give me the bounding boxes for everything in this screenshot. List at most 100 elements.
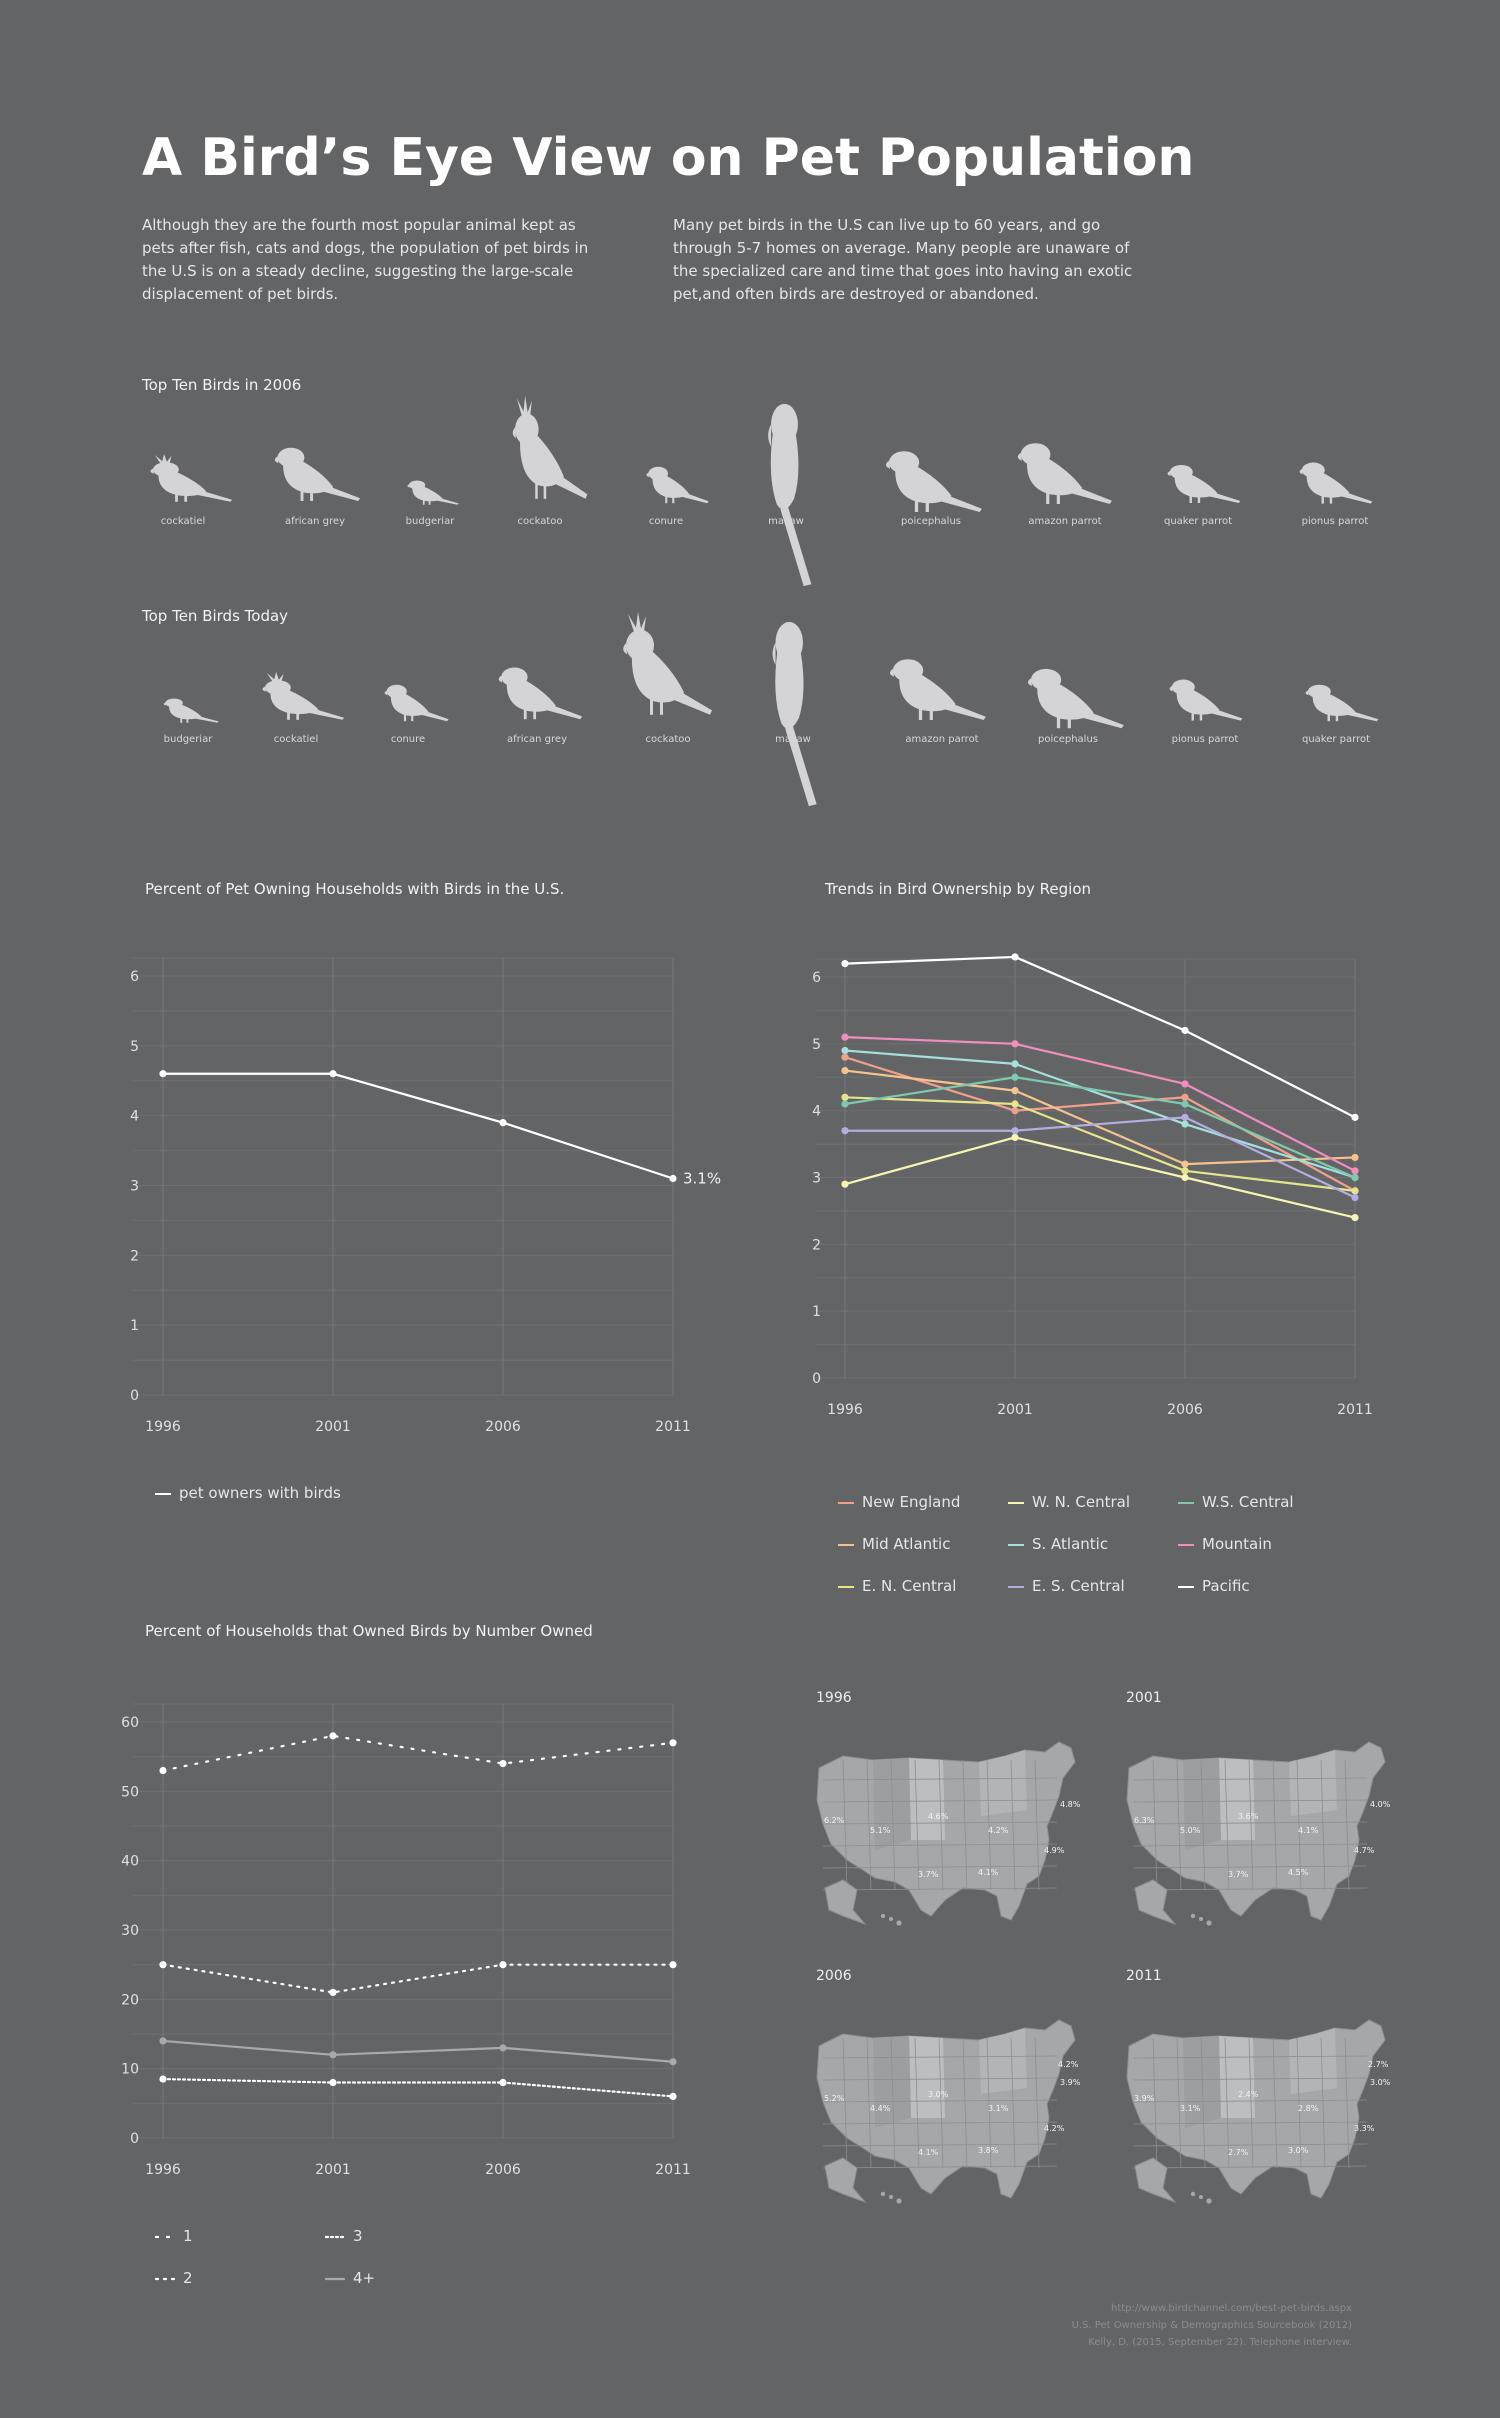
x-tick-label: 2001 (997, 1402, 1033, 1418)
map-region-label: 3.1% (988, 2104, 1009, 2113)
y-tick-label: 0 (130, 1388, 139, 1404)
us-map-shape (1126, 1741, 1386, 1926)
series-line (161, 2039, 675, 2063)
map-region-label: 5.2% (824, 2094, 845, 2103)
series-line (843, 955, 1357, 1119)
source-line: Kelly, D. (2015, September 22). Telephon… (1088, 2337, 1352, 2348)
map-region-label: 4.2% (1044, 2124, 1065, 2133)
data-point (1181, 1100, 1189, 1108)
data-point (1181, 1173, 1189, 1182)
legend-label: pet owners with birds (179, 1484, 341, 1502)
y-tick-label: 4 (812, 1104, 821, 1120)
map-region-label: 3.9% (1060, 2078, 1081, 2087)
legend-label: Mid Atlantic (862, 1535, 951, 1553)
y-tick-label: 6 (812, 970, 821, 986)
top-today-title: Top Ten Birds Today (142, 607, 289, 625)
x-tick-label: 2006 (1167, 1402, 1203, 1418)
data-point (1011, 1133, 1019, 1141)
bird-label: amazon parrot (905, 734, 979, 745)
legend-item: W.S. Central (1178, 1493, 1294, 1511)
data-point (1181, 1026, 1189, 1035)
y-tick-label: 5 (130, 1039, 139, 1055)
map-region-label: 6.2% (824, 1816, 845, 1825)
map-region-label: 4.1% (1298, 1826, 1319, 1835)
legend-item: E. S. Central (1008, 1577, 1125, 1595)
bird-label: amazon parrot (1028, 516, 1102, 527)
us-map-shape (816, 1741, 1076, 1926)
legend-swatch (1008, 1543, 1024, 1546)
map-region-label: 4.0% (1370, 1800, 1391, 1809)
macaw-icon (752, 620, 850, 808)
map-region-label: 4.4% (870, 2104, 891, 2113)
y-tick-label: 2 (130, 1248, 139, 1264)
data-point (329, 2051, 337, 2059)
map-region-label: 5.0% (1180, 1826, 1201, 1835)
legend-item: W. N. Central (1008, 1493, 1130, 1511)
data-point (1011, 1087, 1019, 1095)
map-region-label: 3.1% (1180, 2104, 1201, 2113)
x-tick-label: 2011 (1337, 1402, 1373, 1418)
quaker-parrot-icon (1160, 458, 1242, 508)
y-tick-label: 3 (812, 1171, 821, 1187)
map-year-label: 2006 (816, 1968, 852, 1984)
bird-label: cockatiel (160, 516, 206, 527)
data-point (1011, 1060, 1019, 1068)
series-line (161, 1963, 675, 1994)
data-point (841, 1066, 849, 1075)
us-map-shape (816, 2019, 1076, 2204)
amazon-parrot-icon (1008, 432, 1114, 512)
conure-icon (378, 678, 450, 726)
data-point (841, 960, 849, 968)
top-2006-title: Top Ten Birds in 2006 (142, 376, 302, 394)
intro-right-text: Many pet birds in the U.S can live up to… (673, 216, 1133, 303)
legend-swatch (324, 2235, 346, 2238)
data-point (1011, 1100, 1019, 1108)
data-point (1011, 1073, 1019, 1081)
chart-grid (133, 1703, 674, 2139)
data-point (1181, 1160, 1189, 1168)
data-point (669, 1961, 677, 1969)
series-line (843, 1096, 1357, 1192)
data-point (159, 2075, 167, 2083)
legend-item: S. Atlantic (1008, 1535, 1108, 1553)
legend-label: W. N. Central (1032, 1493, 1131, 1511)
map-region-label: 3.0% (1370, 2078, 1391, 2087)
series-line (843, 1049, 1357, 1179)
data-point (1351, 1214, 1359, 1222)
map-region-label: 3.7% (1228, 1870, 1249, 1879)
series-line (843, 1116, 1357, 1199)
data-point (329, 1732, 337, 1740)
cockatoo-icon (614, 611, 714, 726)
y-tick-label: 1 (130, 1318, 139, 1334)
legend-swatch (838, 1585, 854, 1588)
data-point (669, 1174, 677, 1183)
map-year-label: 2001 (1126, 1690, 1162, 1706)
bird-label: cockatoo (645, 734, 691, 745)
data-point (1351, 1187, 1359, 1195)
african-grey-icon (266, 438, 362, 508)
chart3-title: Percent of Households that Owned Birds b… (145, 1622, 593, 1640)
y-tick-label: 0 (812, 1371, 821, 1387)
series-line (843, 1036, 1357, 1172)
data-point (499, 1119, 507, 1127)
data-point (841, 1053, 849, 1061)
map-region-label: 3.0% (928, 2090, 949, 2099)
legend-label: S. Atlantic (1032, 1535, 1109, 1553)
data-point (1351, 1173, 1359, 1182)
y-tick-label: 30 (121, 1923, 139, 1939)
data-point (669, 2092, 677, 2100)
data-point (1011, 1127, 1019, 1135)
y-tick-label: 20 (121, 1992, 139, 2008)
legend-label: Mountain (1202, 1535, 1272, 1553)
map-year-label: 2011 (1126, 1968, 1162, 1984)
bird-label: pionus parrot (1301, 516, 1369, 527)
legend-item: E. N. Central (838, 1577, 956, 1595)
data-point (499, 1760, 507, 1768)
x-tick-label: 2001 (315, 2162, 351, 2178)
legend-label: E. N. Central (862, 1577, 957, 1595)
macaw-icon (748, 402, 844, 588)
us-map-shape (1126, 2019, 1386, 2204)
data-point (1181, 1113, 1189, 1121)
legend-item: 3 (324, 2227, 363, 2245)
